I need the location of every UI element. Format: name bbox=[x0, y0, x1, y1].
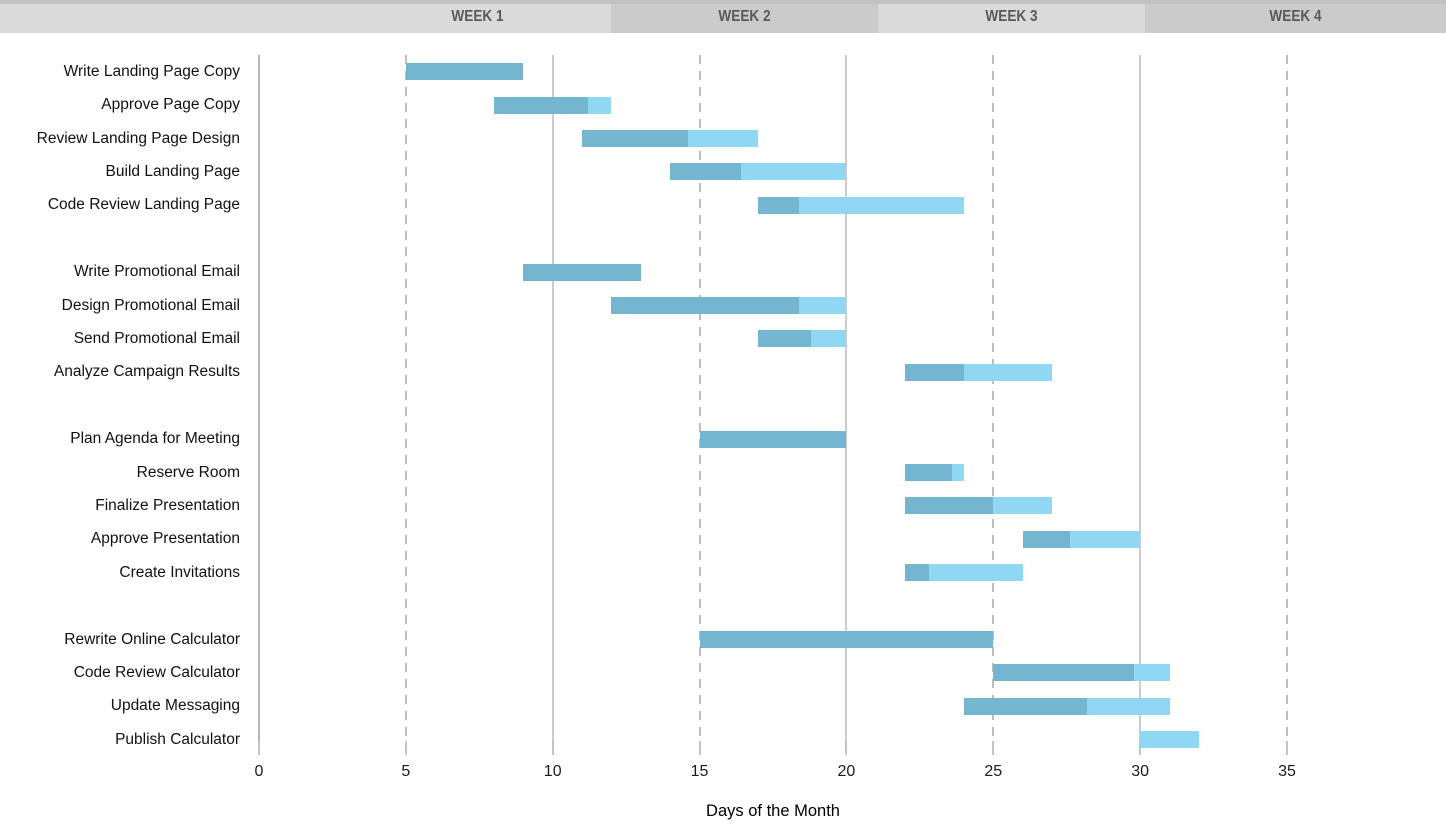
gridline-day-30 bbox=[1139, 55, 1142, 741]
task-bar bbox=[758, 196, 964, 214]
task-bar bbox=[405, 63, 524, 81]
task-label: Update Messaging bbox=[110, 697, 240, 715]
task-label: Create Invitations bbox=[119, 563, 240, 581]
task-bar bbox=[699, 430, 847, 448]
task-bar bbox=[963, 697, 1170, 715]
gridline-day-20 bbox=[845, 55, 848, 741]
week-4-band bbox=[1145, 0, 1446, 33]
task-label: Reserve Room bbox=[136, 463, 240, 481]
task-bar bbox=[611, 297, 847, 314]
task-bar-complete-portion bbox=[523, 263, 641, 281]
task-bar bbox=[523, 263, 641, 281]
task-bar-complete-portion bbox=[993, 664, 1135, 682]
x-axis-title: Days of the Month bbox=[706, 802, 840, 820]
header-top-strip bbox=[0, 0, 1446, 4]
task-bar-complete-portion bbox=[699, 631, 994, 648]
task-bar-complete-portion bbox=[1022, 530, 1070, 548]
y-axis-line bbox=[258, 55, 260, 741]
tickmark-day-0 bbox=[258, 741, 260, 755]
task-label: Approve Presentation bbox=[90, 530, 240, 548]
task-label: Code Review Calculator bbox=[73, 663, 240, 681]
task-bar bbox=[905, 497, 1052, 515]
x-tick-label-35: 35 bbox=[1278, 763, 1296, 780]
task-bar-complete-portion bbox=[905, 464, 953, 481]
task-bar bbox=[493, 96, 612, 114]
task-label: Analyze Campaign Results bbox=[53, 363, 240, 381]
x-tick-label-0: 0 bbox=[254, 763, 264, 780]
tickmark-day-35 bbox=[1285, 741, 1288, 755]
week-4-header: WEEK 4 bbox=[1269, 7, 1322, 25]
x-tick-label-25: 25 bbox=[984, 763, 1003, 780]
tickmark-day-10 bbox=[551, 741, 554, 755]
task-label: Build Landing Page bbox=[105, 162, 240, 180]
task-bar-complete-portion bbox=[493, 96, 588, 114]
task-bar-complete-portion bbox=[905, 564, 929, 582]
task-bar-complete-portion bbox=[405, 63, 524, 81]
x-tick-label-30: 30 bbox=[1131, 763, 1150, 780]
task-bar-complete-portion bbox=[670, 163, 741, 181]
task-bar-complete-portion bbox=[758, 330, 812, 348]
week-3-header: WEEK 3 bbox=[985, 7, 1038, 25]
task-label: Approve Page Copy bbox=[101, 96, 240, 114]
task-bar bbox=[993, 664, 1170, 682]
task-label: Code Review Landing Page bbox=[47, 196, 240, 214]
x-tick-label-5: 5 bbox=[401, 763, 411, 780]
task-label: Design Promotional Email bbox=[61, 296, 240, 314]
task-label: Write Landing Page Copy bbox=[63, 62, 240, 80]
x-tick-label-20: 20 bbox=[837, 763, 856, 780]
week-2-header: WEEK 2 bbox=[718, 7, 771, 25]
task-bar bbox=[1022, 530, 1141, 548]
task-label: Write Promotional Email bbox=[74, 263, 240, 281]
tickmark-day-5 bbox=[404, 741, 407, 755]
task-bar-complete-portion bbox=[905, 497, 994, 515]
task-label: Publish Calculator bbox=[115, 730, 240, 748]
task-bar bbox=[905, 464, 964, 481]
task-bar-complete-portion bbox=[611, 297, 800, 314]
week-1-header: WEEK 1 bbox=[451, 7, 504, 25]
task-bar-complete-portion bbox=[582, 130, 688, 147]
x-tick-label-10: 10 bbox=[543, 763, 562, 780]
task-label: Finalize Presentation bbox=[95, 496, 240, 514]
task-bar bbox=[699, 631, 994, 648]
task-bar-complete-portion bbox=[963, 697, 1088, 715]
tickmark-day-25 bbox=[992, 741, 995, 755]
task-label: Review Landing Page Design bbox=[36, 129, 240, 147]
task-bar bbox=[758, 330, 847, 348]
week-2-band bbox=[611, 0, 878, 33]
gridline-day-10 bbox=[551, 55, 554, 741]
gridline-day-35 bbox=[1285, 55, 1288, 741]
task-bar-complete-portion bbox=[905, 363, 964, 381]
task-bar bbox=[905, 564, 1023, 582]
task-bar bbox=[670, 163, 847, 181]
task-label: Plan Agenda for Meeting bbox=[70, 430, 240, 448]
tickmark-day-20 bbox=[845, 741, 848, 755]
task-bar bbox=[582, 130, 759, 147]
task-label: Send Promotional Email bbox=[73, 329, 240, 347]
task-bar bbox=[905, 363, 1052, 381]
gridline-day-15 bbox=[698, 55, 701, 741]
task-label: Rewrite Online Calculator bbox=[64, 630, 240, 648]
tickmark-day-15 bbox=[698, 741, 701, 755]
task-bar bbox=[1140, 731, 1199, 749]
task-bar-complete-portion bbox=[758, 196, 800, 214]
x-tick-label-15: 15 bbox=[690, 763, 709, 780]
gridline-day-5 bbox=[404, 55, 407, 741]
gridline-day-25 bbox=[992, 55, 995, 741]
task-bar-complete-portion bbox=[699, 430, 847, 448]
